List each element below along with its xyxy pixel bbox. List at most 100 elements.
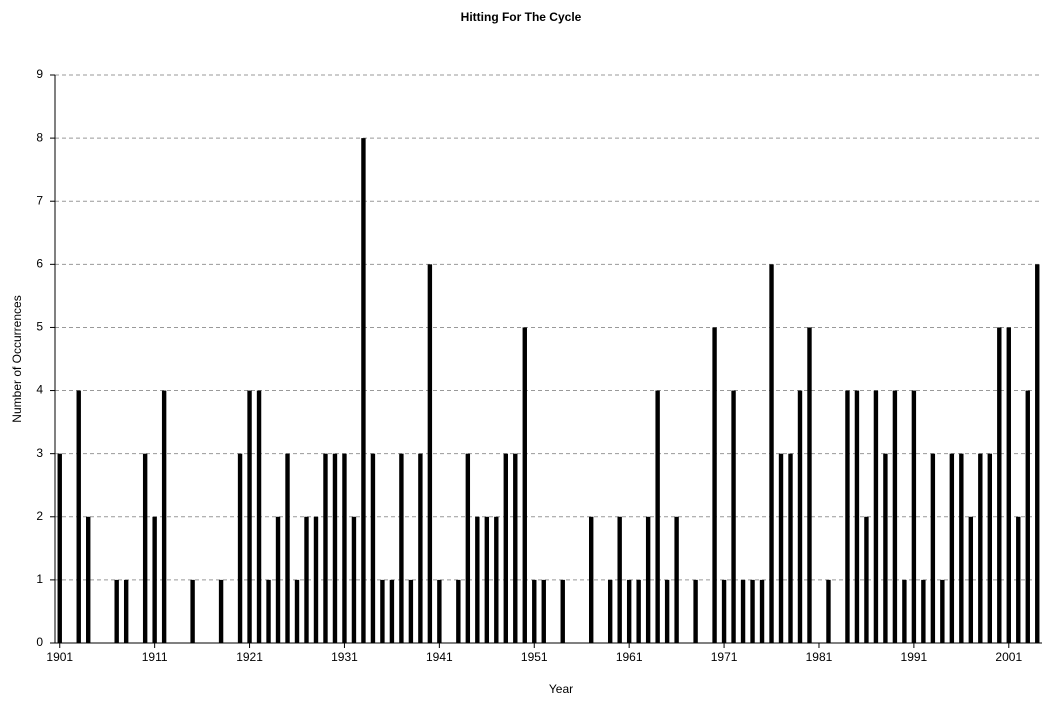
bar <box>759 579 765 643</box>
bar <box>484 516 490 643</box>
bar <box>674 516 679 643</box>
bar <box>114 579 119 643</box>
bar <box>294 579 300 643</box>
bar <box>361 138 366 643</box>
bar <box>380 579 385 643</box>
bar <box>664 579 670 643</box>
x-tick-label: 1951 <box>521 650 548 664</box>
bar <box>940 579 945 643</box>
y-tick-label: 7 <box>36 193 43 207</box>
bar <box>873 390 879 643</box>
bar <box>778 453 784 643</box>
bar <box>712 327 717 643</box>
bar <box>323 453 328 643</box>
bar <box>560 579 565 643</box>
bar <box>978 453 983 643</box>
bar <box>370 453 376 643</box>
y-tick-label: 3 <box>36 446 43 460</box>
bar <box>930 453 936 643</box>
bar <box>57 453 62 643</box>
x-tick-label: 1931 <box>331 650 358 664</box>
bar <box>513 453 518 643</box>
bar <box>313 516 319 643</box>
x-tick-label: 1901 <box>46 650 73 664</box>
x-tick-label: 1941 <box>426 650 453 664</box>
bar <box>285 453 290 643</box>
chart-title: Hitting For The Cycle <box>461 10 582 24</box>
bar <box>740 579 746 643</box>
y-tick-label: 5 <box>36 320 43 334</box>
bar <box>152 516 157 643</box>
bar <box>408 579 414 643</box>
bar <box>142 453 148 643</box>
bar <box>826 579 831 643</box>
bar <box>76 390 81 643</box>
bar <box>237 453 243 643</box>
bar <box>541 579 546 643</box>
bar <box>256 390 262 643</box>
bar <box>437 579 442 643</box>
bar <box>589 516 594 643</box>
y-tick-label: 2 <box>36 509 43 523</box>
y-tick-label: 0 <box>36 635 43 649</box>
bar <box>607 579 613 643</box>
bar <box>902 579 907 643</box>
bar <box>626 579 632 643</box>
bar <box>1006 327 1011 643</box>
x-tick-label: 1921 <box>236 650 263 664</box>
bar <box>721 579 727 643</box>
bar <box>522 327 527 643</box>
bar <box>351 516 357 643</box>
bar <box>750 579 755 643</box>
bar <box>807 327 812 643</box>
x-tick-label: 1971 <box>711 650 738 664</box>
bar <box>465 453 471 643</box>
bar <box>1035 264 1040 643</box>
bar <box>959 453 964 643</box>
bar <box>731 390 736 643</box>
x-tick-label: 1961 <box>616 650 643 664</box>
bar <box>418 453 423 643</box>
bar <box>161 390 167 643</box>
bar <box>123 579 129 643</box>
bar <box>636 579 641 643</box>
x-tick-label: 1991 <box>901 650 928 664</box>
bar <box>247 390 252 643</box>
bar <box>854 390 860 643</box>
bar <box>788 453 793 643</box>
x-axis-label: Year <box>549 682 573 696</box>
bar <box>997 327 1002 643</box>
bar <box>797 390 803 643</box>
bar <box>332 453 338 643</box>
bar <box>645 516 651 643</box>
bar <box>304 516 309 643</box>
bar <box>275 516 281 643</box>
bar <box>968 516 974 643</box>
bar <box>389 579 395 643</box>
bar <box>1025 390 1030 643</box>
bar <box>1016 516 1021 643</box>
y-tick-label: 1 <box>36 572 43 586</box>
bar <box>399 453 404 643</box>
bar <box>617 516 622 643</box>
bar <box>987 453 993 643</box>
bar <box>911 390 917 643</box>
bar <box>532 579 537 643</box>
bar <box>693 579 698 643</box>
bar <box>864 516 869 643</box>
bar <box>949 453 955 643</box>
bar <box>475 516 480 643</box>
bar <box>427 264 433 643</box>
y-tick-label: 8 <box>36 130 43 144</box>
bar <box>342 453 347 643</box>
x-tick-label: 2001 <box>995 650 1022 664</box>
y-axis-label: Number of Occurrences <box>10 295 24 422</box>
x-tick-label: 1981 <box>806 650 833 664</box>
bar <box>883 453 888 643</box>
bar <box>266 579 271 643</box>
bar <box>218 579 224 643</box>
bar <box>892 390 898 643</box>
bar <box>921 579 926 643</box>
y-tick-label: 6 <box>36 257 43 271</box>
